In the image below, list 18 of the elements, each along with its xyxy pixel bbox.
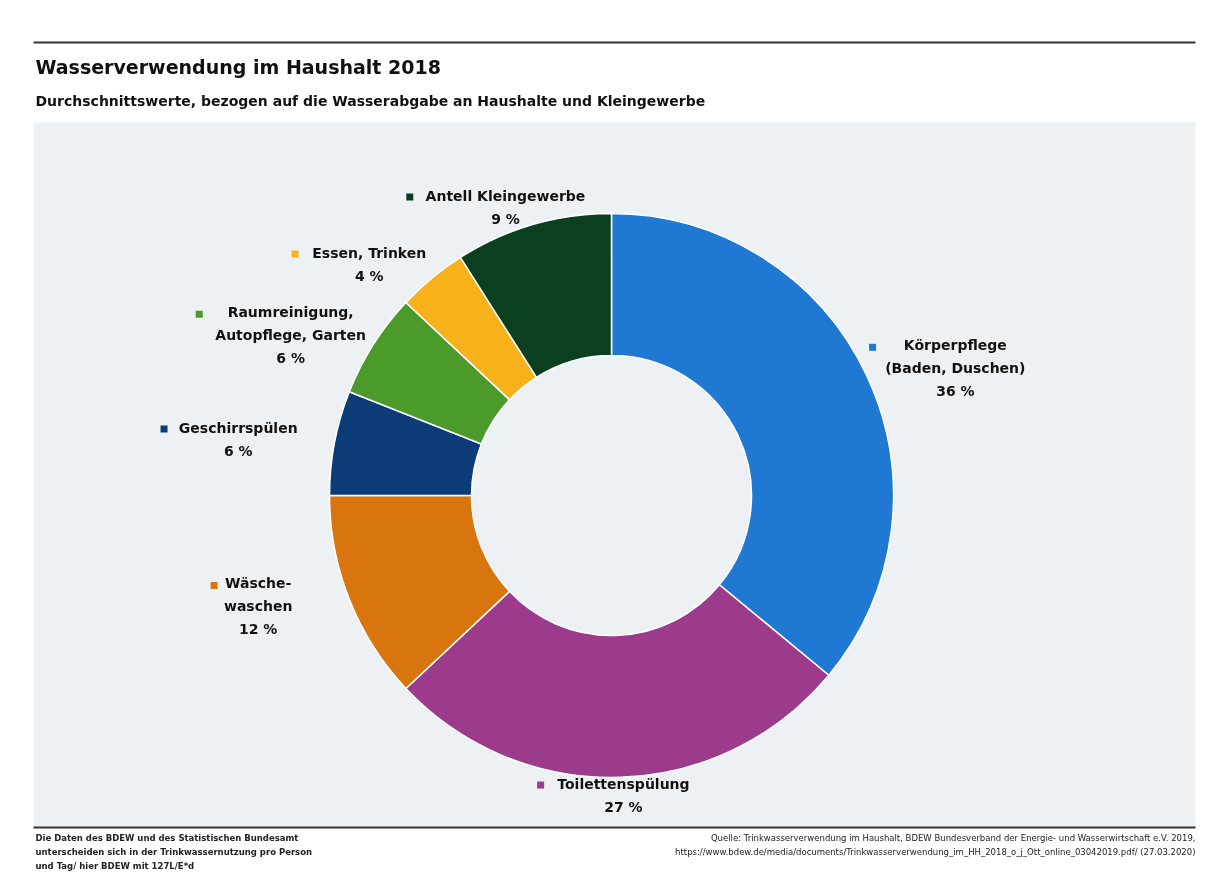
source-note: Quelle: Trinkwasserverwendung im Haushalt, BDEW Bundesverband der Energie- und Wasserwirtschaft e.V. 2019, https://www.bdew.de/media/documents/Trinkwasserverwendung_im_HH_2018_o_j_Ott_online_03042019.pdf/ (27.03.2020): [675, 832, 1196, 857]
legend-label: Wäsche- waschen: [223, 574, 293, 614]
legend-label: Antell Kleingewerbe: [425, 187, 586, 204]
legend-label: Toilettenspülung: [557, 775, 690, 792]
data-label: 9 %: [491, 211, 520, 228]
legend-label: Körperpflege (Baden, Duschen): [885, 336, 1026, 376]
data-label: 6 %: [276, 349, 305, 366]
data-label: 36 %: [936, 382, 975, 399]
data-label: 27 %: [604, 798, 643, 815]
chart-subtitle: Durchschnittswerte, bezogen auf die Wasserabgabe an Haushalte und Kleingewerbe: [35, 92, 706, 109]
legend-label: Raumreinigung, Autopflege, Garten: [215, 303, 367, 343]
data-label: 12 %: [238, 621, 278, 638]
legend-label: Geschirrspülen: [178, 419, 298, 436]
chart-title: Wasserverwendung im Haushalt 2018: [35, 55, 441, 78]
data-label: 6 %: [223, 442, 253, 459]
data-label: 4 %: [354, 267, 384, 284]
legend-label: Essen, Trinken: [312, 244, 427, 261]
text: Die Daten des BDEW und des Statistischen Bundesamt unterscheiden sich in der Trinkwassernutzung pro Person und Tag/ hier BDEW mit 127L/E*d: [35, 832, 313, 871]
